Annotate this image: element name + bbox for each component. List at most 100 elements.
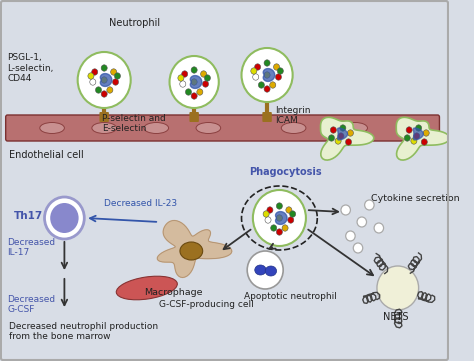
Circle shape xyxy=(204,75,210,81)
Text: Endothelial cell: Endothelial cell xyxy=(9,150,84,160)
Polygon shape xyxy=(337,128,347,140)
Polygon shape xyxy=(275,212,287,225)
Circle shape xyxy=(78,52,131,108)
Circle shape xyxy=(290,211,296,217)
Circle shape xyxy=(404,135,410,141)
Text: G-CSF-producing cell: G-CSF-producing cell xyxy=(159,300,254,309)
Circle shape xyxy=(251,68,257,74)
Circle shape xyxy=(265,217,271,223)
Text: Phagocytosis: Phagocytosis xyxy=(249,167,322,177)
Circle shape xyxy=(191,67,197,73)
Circle shape xyxy=(421,139,428,145)
Ellipse shape xyxy=(144,122,169,134)
Circle shape xyxy=(286,207,292,213)
Circle shape xyxy=(271,225,277,231)
Text: Decreased IL-23: Decreased IL-23 xyxy=(104,199,177,208)
Circle shape xyxy=(338,133,344,139)
Polygon shape xyxy=(413,128,423,140)
Circle shape xyxy=(182,71,188,77)
Circle shape xyxy=(411,138,417,144)
Circle shape xyxy=(288,217,294,223)
Circle shape xyxy=(197,89,203,95)
Circle shape xyxy=(340,125,346,131)
Circle shape xyxy=(365,200,374,210)
Circle shape xyxy=(275,74,282,80)
Circle shape xyxy=(253,190,306,246)
Circle shape xyxy=(341,205,350,215)
Text: Neutrophil: Neutrophil xyxy=(109,18,160,28)
Circle shape xyxy=(107,87,113,93)
FancyBboxPatch shape xyxy=(190,112,199,122)
FancyBboxPatch shape xyxy=(262,112,272,122)
Circle shape xyxy=(45,197,84,239)
Ellipse shape xyxy=(343,122,367,134)
Circle shape xyxy=(335,138,341,144)
Ellipse shape xyxy=(255,265,266,275)
Circle shape xyxy=(95,87,101,93)
Text: Decreased
IL-17: Decreased IL-17 xyxy=(8,238,56,257)
Circle shape xyxy=(191,79,197,85)
Circle shape xyxy=(346,139,352,145)
Circle shape xyxy=(263,211,269,217)
Circle shape xyxy=(347,130,354,136)
Circle shape xyxy=(88,73,94,79)
Circle shape xyxy=(112,79,118,85)
Circle shape xyxy=(273,64,280,70)
Circle shape xyxy=(101,65,107,71)
Polygon shape xyxy=(190,75,202,88)
Circle shape xyxy=(242,48,292,102)
Circle shape xyxy=(110,69,117,75)
Text: Integrin
ICAM: Integrin ICAM xyxy=(274,106,310,125)
Circle shape xyxy=(170,56,219,108)
Circle shape xyxy=(270,82,276,88)
Circle shape xyxy=(185,89,191,95)
Circle shape xyxy=(346,231,355,241)
Text: PSGL-1,
L-selectin,
CD44: PSGL-1, L-selectin, CD44 xyxy=(8,53,54,83)
Text: Decreased neutrophil production
from the bone marrow: Decreased neutrophil production from the… xyxy=(9,322,159,342)
Text: Macrophage: Macrophage xyxy=(144,288,202,297)
Circle shape xyxy=(374,223,383,233)
Circle shape xyxy=(276,215,283,221)
Ellipse shape xyxy=(196,122,221,134)
Circle shape xyxy=(180,81,186,87)
Circle shape xyxy=(414,133,420,139)
Circle shape xyxy=(357,217,366,227)
Text: NETS: NETS xyxy=(383,312,409,322)
Circle shape xyxy=(416,125,422,131)
Circle shape xyxy=(90,79,96,85)
Polygon shape xyxy=(320,117,374,160)
Circle shape xyxy=(267,207,273,213)
Circle shape xyxy=(253,74,259,80)
Circle shape xyxy=(178,75,184,81)
Text: Apoptotic neutrophil: Apoptotic neutrophil xyxy=(245,292,337,301)
Ellipse shape xyxy=(92,122,117,134)
Circle shape xyxy=(377,266,419,310)
Text: Decreased
G-CSF: Decreased G-CSF xyxy=(8,295,56,314)
Circle shape xyxy=(406,127,412,133)
Circle shape xyxy=(328,135,335,141)
Circle shape xyxy=(201,71,207,77)
Text: P-selectin and
E-selectin: P-selectin and E-selectin xyxy=(102,114,166,134)
Circle shape xyxy=(101,77,107,83)
Circle shape xyxy=(191,93,197,99)
Polygon shape xyxy=(263,69,275,82)
Polygon shape xyxy=(157,221,232,278)
Circle shape xyxy=(264,86,270,92)
Polygon shape xyxy=(100,74,112,86)
Ellipse shape xyxy=(40,122,64,134)
Ellipse shape xyxy=(265,266,276,276)
Circle shape xyxy=(282,225,288,231)
Circle shape xyxy=(423,130,429,136)
Circle shape xyxy=(276,229,283,235)
Ellipse shape xyxy=(180,242,203,260)
FancyBboxPatch shape xyxy=(6,115,439,141)
Circle shape xyxy=(255,64,261,70)
Polygon shape xyxy=(396,117,449,160)
Circle shape xyxy=(91,69,98,75)
Text: Cytokine secretion: Cytokine secretion xyxy=(371,194,460,203)
Circle shape xyxy=(330,127,337,133)
Circle shape xyxy=(353,243,363,253)
Circle shape xyxy=(101,91,107,97)
Circle shape xyxy=(247,251,283,289)
Ellipse shape xyxy=(281,122,306,134)
